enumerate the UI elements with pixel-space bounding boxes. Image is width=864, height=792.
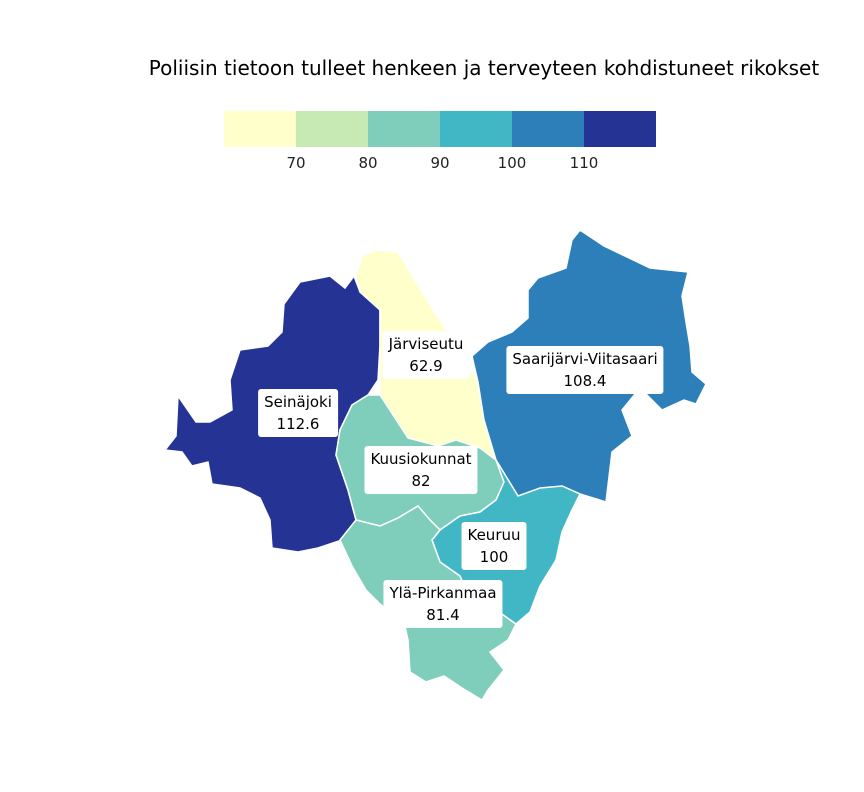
legend-tick: 80 [358,154,378,172]
legend-swatch-4 [440,111,512,147]
legend-swatch-6 [584,111,656,147]
legend-swatch-1 [224,111,296,147]
legend-swatch-2 [296,111,368,147]
region-value: 62.9 [409,357,443,375]
map-title: Poliisin tietoon tulleet henkeen ja terv… [148,56,820,80]
legend-swatch-3 [368,111,440,147]
legend-tick: 110 [569,154,599,172]
region-label-saarijarvi: Saarijärvi-Viitasaari 108.4 [506,346,664,394]
region-label-ylapirkanmaa: Ylä-Pirkanmaa 81.4 [383,580,503,628]
region-name: Saarijärvi-Viitasaari [512,350,658,368]
region-name: Seinäjoki [264,393,332,411]
color-legend [224,111,656,147]
region-name: Keuruu [467,526,521,544]
legend-tick: 90 [430,154,450,172]
region-name: Järviseutu [388,335,464,353]
region-label-kuusiokunnat: Kuusiokunnat 82 [364,446,478,494]
region-label-jarviseutu: Järviseutu 62.9 [382,331,470,379]
region-value: 100 [479,548,509,566]
legend-tick: 70 [286,154,306,172]
region-label-seinajoki: Seinäjoki 112.6 [258,389,338,437]
region-name: Ylä-Pirkanmaa [389,584,497,602]
region-value: 112.6 [276,415,320,433]
region-name: Kuusiokunnat [370,450,472,468]
region-value: 108.4 [563,372,607,390]
legend-ticks: 70 80 90 100 110 [224,154,656,174]
region-label-keuruu: Keuruu 100 [461,522,527,570]
legend-swatch-5 [512,111,584,147]
region-value: 82 [411,472,431,490]
region-value: 81.4 [426,606,460,624]
legend-tick: 100 [497,154,527,172]
